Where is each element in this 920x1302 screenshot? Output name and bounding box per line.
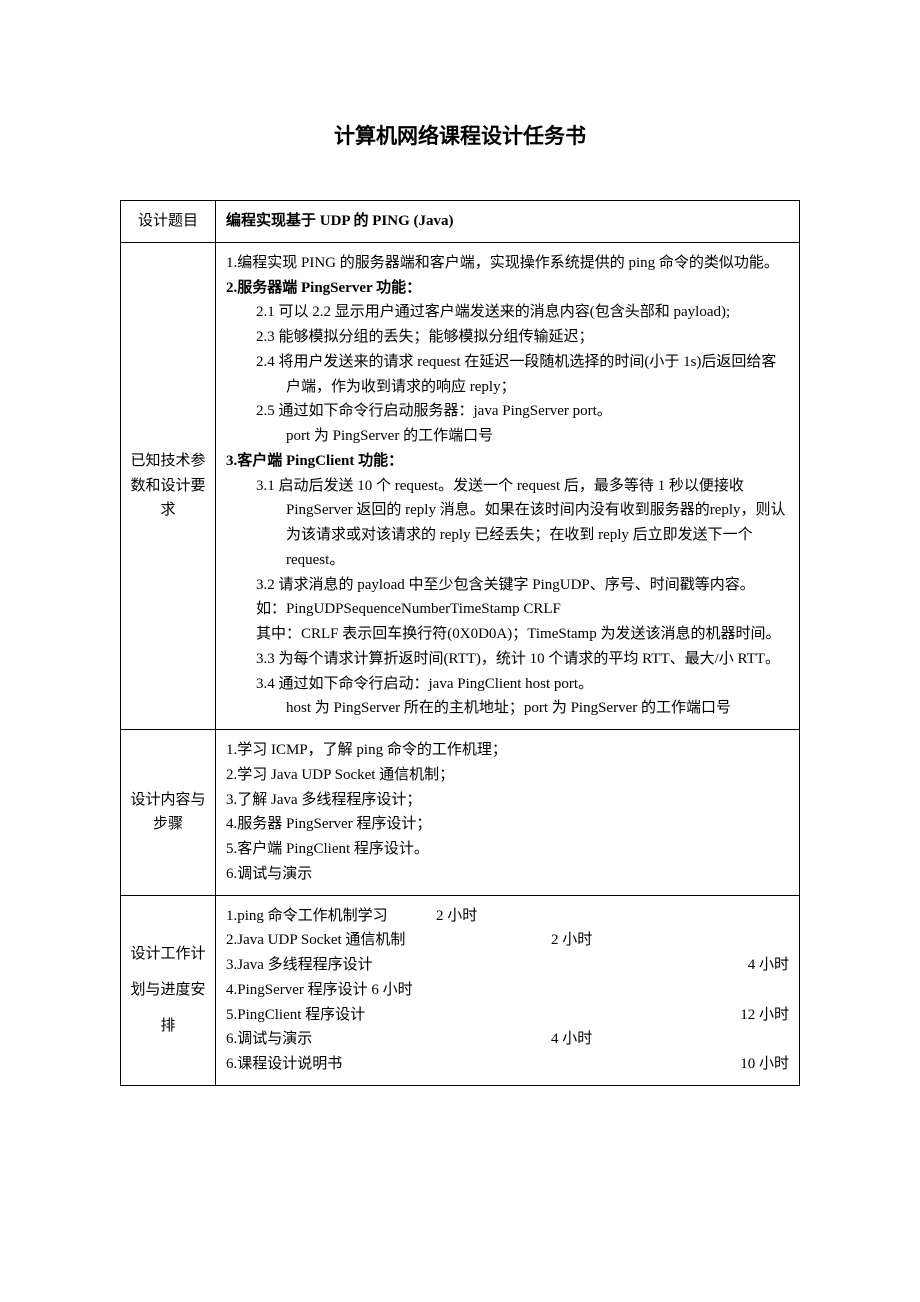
schedule-5: 5.PingClient 程序设计 12 小时 <box>226 1003 789 1028</box>
label-requirements: 已知技术参数和设计要求 <box>121 242 216 729</box>
schedule-5-hours: 12 小时 <box>740 1003 789 1028</box>
req-p2-3: 2.3 能够模拟分组的丢失；能够模拟分组传输延迟； <box>256 325 789 350</box>
step-4: 4.服务器 PingServer 程序设计； <box>226 812 789 837</box>
schedule-4-name: 4.PingServer 程序设计 6 小时 <box>226 982 413 998</box>
req-p3-1: 3.1 启动后发送 10 个 request。发送一个 request 后，最多… <box>256 474 789 573</box>
schedule-6: 6.调试与演示 4 小时 <box>226 1027 789 1052</box>
content-steps: 1.学习 ICMP，了解 ping 命令的工作机理； 2.学习 Java UDP… <box>216 730 800 896</box>
req-p2-5: 2.5 通过如下命令行启动服务器：java PingServer port。 <box>256 399 789 424</box>
row-schedule: 设计工作计划与进度安排 1.ping 命令工作机制学习 2 小时 2.Java … <box>121 895 800 1085</box>
req-p3-2b: 如：PingUDPSequenceNumberTimeStamp CRLF <box>226 597 789 622</box>
schedule-1-hours: 2 小时 <box>436 904 477 929</box>
row-topic: 设计题目 编程实现基于 UDP 的 PING (Java) <box>121 201 800 243</box>
req-p2-4: 2.4 将用户发送来的请求 request 在延迟一段随机选择的时间(小于 1s… <box>256 350 789 400</box>
req-p3-3: 3.3 为每个请求计算折返时间(RTT)，统计 10 个请求的平均 RTT、最大… <box>256 647 789 672</box>
req-p3: 3.客户端 PingClient 功能： <box>226 449 789 474</box>
label-topic: 设计题目 <box>121 201 216 243</box>
schedule-2-name: 2.Java UDP Socket 通信机制 <box>226 932 405 948</box>
req-p3-2c: 其中：CRLF 表示回车换行符(0X0D0A)；TimeStamp 为发送该消息… <box>271 622 789 647</box>
task-table: 设计题目 编程实现基于 UDP 的 PING (Java) 已知技术参数和设计要… <box>120 200 800 1086</box>
content-schedule: 1.ping 命令工作机制学习 2 小时 2.Java UDP Socket 通… <box>216 895 800 1085</box>
schedule-3: 3.Java 多线程程序设计 4 小时 <box>226 953 789 978</box>
schedule-6-name: 6.调试与演示 <box>226 1031 312 1047</box>
req-p3-2: 3.2 请求消息的 payload 中至少包含关键字 PingUDP、序号、时间… <box>256 573 789 598</box>
schedule-7-hours: 10 小时 <box>740 1052 789 1077</box>
schedule-4: 4.PingServer 程序设计 6 小时 <box>226 978 789 1003</box>
step-5: 5.客户端 PingClient 程序设计。 <box>226 837 789 862</box>
schedule-2: 2.Java UDP Socket 通信机制 2 小时 <box>226 928 789 953</box>
step-3: 3.了解 Java 多线程程序设计； <box>226 788 789 813</box>
content-requirements: 1.编程实现 PING 的服务器端和客户端，实现操作系统提供的 ping 命令的… <box>216 242 800 729</box>
req-p3-4b: host 为 PingServer 所在的主机地址；port 为 PingSer… <box>226 696 789 721</box>
req-p3-4: 3.4 通过如下命令行启动：java PingClient host port。 <box>256 672 789 697</box>
schedule-5-name: 5.PingClient 程序设计 <box>226 1003 365 1028</box>
schedule-1-name: 1.ping 命令工作机制学习 <box>226 908 388 924</box>
step-6: 6.调试与演示 <box>226 862 789 887</box>
label-steps: 设计内容与步骤 <box>121 730 216 896</box>
schedule-1: 1.ping 命令工作机制学习 2 小时 <box>226 904 789 929</box>
schedule-6-hours: 4 小时 <box>551 1027 592 1052</box>
req-p2-5b: port 为 PingServer 的工作端口号 <box>226 424 789 449</box>
req-p1: 1.编程实现 PING 的服务器端和客户端，实现操作系统提供的 ping 命令的… <box>226 251 789 276</box>
content-topic: 编程实现基于 UDP 的 PING (Java) <box>216 201 800 243</box>
schedule-3-hours: 4 小时 <box>748 953 789 978</box>
label-schedule: 设计工作计划与进度安排 <box>121 895 216 1085</box>
schedule-2-hours: 2 小时 <box>551 928 592 953</box>
schedule-3-name: 3.Java 多线程程序设计 <box>226 953 373 978</box>
row-steps: 设计内容与步骤 1.学习 ICMP，了解 ping 命令的工作机理； 2.学习 … <box>121 730 800 896</box>
step-2: 2.学习 Java UDP Socket 通信机制； <box>226 763 789 788</box>
step-1: 1.学习 ICMP，了解 ping 命令的工作机理； <box>226 738 789 763</box>
schedule-7-name: 6.课程设计说明书 <box>226 1052 342 1077</box>
req-p2-1: 2.1 可以 2.2 显示用户通过客户端发送来的消息内容(包含头部和 paylo… <box>256 300 789 325</box>
row-requirements: 已知技术参数和设计要求 1.编程实现 PING 的服务器端和客户端，实现操作系统… <box>121 242 800 729</box>
document-title: 计算机网络课程设计任务书 <box>120 120 800 150</box>
req-p2: 2.服务器端 PingServer 功能： <box>226 276 789 301</box>
schedule-7: 6.课程设计说明书 10 小时 <box>226 1052 789 1077</box>
